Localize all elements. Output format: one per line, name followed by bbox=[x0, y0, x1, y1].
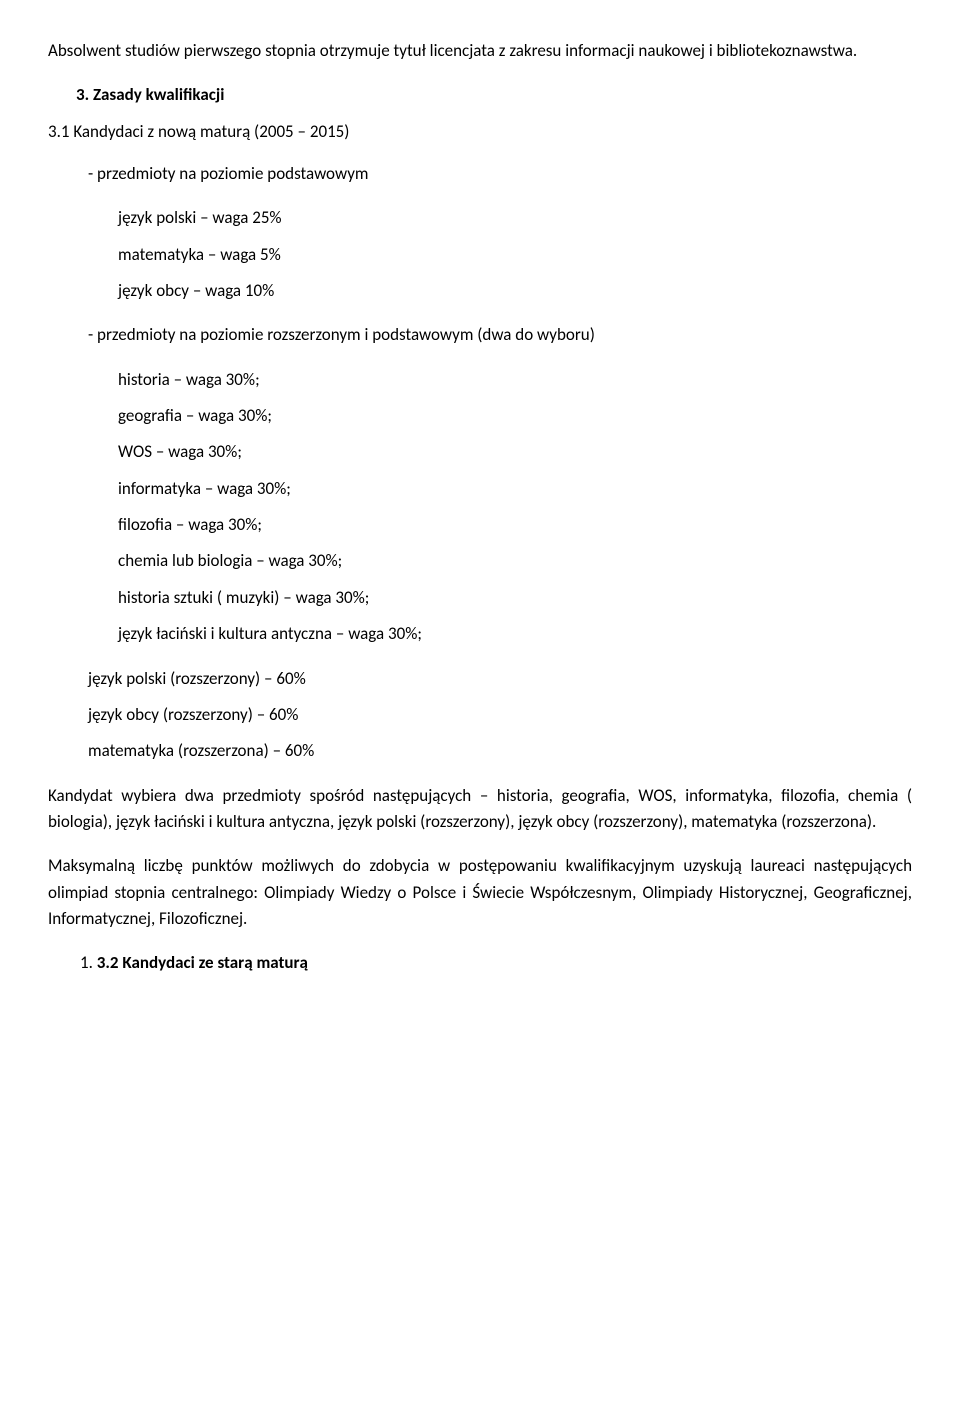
list-item: informatyka – waga 30%; bbox=[118, 476, 912, 502]
list-item: matematyka – waga 5% bbox=[118, 242, 912, 268]
extended-60-list: język polski (rozszerzony) – 60% język o… bbox=[88, 666, 912, 765]
numbered-item: 1. 3.2 Kandydaci ze starą maturą bbox=[80, 950, 912, 976]
list-item: język polski (rozszerzony) – 60% bbox=[88, 666, 912, 692]
extended-level-label: - przedmioty na poziomie rozszerzonym i … bbox=[88, 322, 912, 348]
list-item: WOS – waga 30%; bbox=[118, 439, 912, 465]
list-item: geografia – waga 30%; bbox=[118, 403, 912, 429]
list-item: historia sztuki ( muzyki) – waga 30%; bbox=[118, 585, 912, 611]
numbered-bold-text: 3.2 Kandydaci ze starą maturą bbox=[97, 952, 308, 973]
candidate-choice-paragraph: Kandydat wybiera dwa przedmioty spośród … bbox=[48, 783, 912, 836]
basic-level-block: - przedmioty na poziomie podstawowym bbox=[88, 161, 912, 187]
numbered-prefix: 1. bbox=[80, 952, 97, 973]
section-heading: 3. Zasady kwalifikacji bbox=[76, 82, 912, 108]
list-item: język łaciński i kultura antyczna – waga… bbox=[118, 621, 912, 647]
list-item: język obcy (rozszerzony) – 60% bbox=[88, 702, 912, 728]
basic-level-label: - przedmioty na poziomie podstawowym bbox=[88, 161, 912, 187]
list-item: język obcy – waga 10% bbox=[118, 278, 912, 304]
extended-subjects-list: historia – waga 30%; geografia – waga 30… bbox=[118, 367, 912, 648]
basic-subjects-list: język polski – waga 25% matematyka – wag… bbox=[118, 205, 912, 304]
max-points-paragraph: Maksymalną liczbę punktów możliwych do z… bbox=[48, 853, 912, 932]
intro-paragraph: Absolwent studiów pierwszego stopnia otr… bbox=[48, 38, 912, 64]
list-item: historia – waga 30%; bbox=[118, 367, 912, 393]
list-item: filozofia – waga 30%; bbox=[118, 512, 912, 538]
extended-level-block: - przedmioty na poziomie rozszerzonym i … bbox=[88, 322, 912, 348]
list-item: chemia lub biologia – waga 30%; bbox=[118, 548, 912, 574]
list-item: język polski – waga 25% bbox=[118, 205, 912, 231]
subsection-heading: 3.1 Kandydaci z nową maturą (2005 – 2015… bbox=[48, 119, 912, 145]
list-item: matematyka (rozszerzona) – 60% bbox=[88, 738, 912, 764]
